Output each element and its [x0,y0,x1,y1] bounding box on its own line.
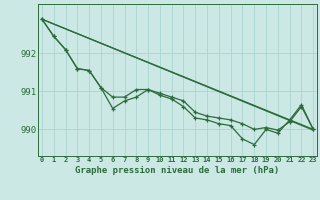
X-axis label: Graphe pression niveau de la mer (hPa): Graphe pression niveau de la mer (hPa) [76,166,280,175]
